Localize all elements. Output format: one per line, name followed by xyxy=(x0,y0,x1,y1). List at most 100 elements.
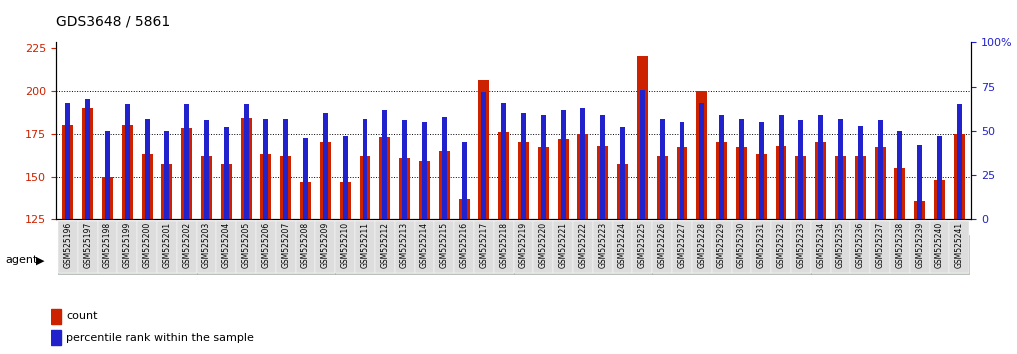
Text: GSM525220: GSM525220 xyxy=(539,222,548,268)
Bar xyxy=(419,161,430,354)
Text: GSM525211: GSM525211 xyxy=(360,222,369,268)
Bar xyxy=(102,177,113,354)
Bar xyxy=(660,119,665,219)
Text: stearic acid: stearic acid xyxy=(857,248,922,258)
Text: GSM525239: GSM525239 xyxy=(915,222,924,268)
Text: percentile rank within the sample: percentile rank within the sample xyxy=(66,332,254,343)
Bar xyxy=(260,154,272,354)
Bar xyxy=(798,120,803,219)
Bar xyxy=(340,182,351,354)
Bar xyxy=(700,103,705,219)
Text: ▶: ▶ xyxy=(36,255,44,265)
Bar xyxy=(51,330,61,345)
Bar xyxy=(323,113,327,219)
Text: GSM525209: GSM525209 xyxy=(321,222,330,268)
Bar xyxy=(697,91,707,354)
Bar xyxy=(878,120,883,219)
Bar xyxy=(85,99,91,219)
Bar xyxy=(263,119,268,219)
Bar xyxy=(756,154,767,354)
Bar xyxy=(779,115,783,219)
Text: GSM525200: GSM525200 xyxy=(142,222,152,268)
FancyBboxPatch shape xyxy=(336,235,514,274)
Bar xyxy=(181,129,192,354)
Text: GSM525207: GSM525207 xyxy=(282,222,290,268)
Text: GSM525227: GSM525227 xyxy=(677,222,686,268)
Bar xyxy=(637,56,648,354)
FancyBboxPatch shape xyxy=(791,221,811,273)
FancyBboxPatch shape xyxy=(196,235,336,274)
Bar xyxy=(538,147,549,354)
Bar xyxy=(141,154,153,354)
Bar xyxy=(244,104,248,219)
Bar xyxy=(578,133,589,354)
FancyBboxPatch shape xyxy=(731,221,752,273)
Text: GSM525226: GSM525226 xyxy=(658,222,667,268)
Text: GSM525224: GSM525224 xyxy=(618,222,627,268)
Text: GSM525216: GSM525216 xyxy=(460,222,469,268)
Text: GSM525233: GSM525233 xyxy=(796,222,805,268)
Text: GSM525210: GSM525210 xyxy=(341,222,350,268)
Bar xyxy=(557,139,569,354)
Bar xyxy=(640,90,645,219)
Bar xyxy=(422,122,427,219)
Text: GSM525235: GSM525235 xyxy=(836,222,845,268)
Bar xyxy=(62,125,73,354)
Bar xyxy=(501,103,506,219)
Text: oleic acid: oleic acid xyxy=(556,248,609,258)
FancyBboxPatch shape xyxy=(98,221,117,273)
Bar xyxy=(162,165,172,354)
Text: GSM525217: GSM525217 xyxy=(479,222,488,268)
Bar xyxy=(521,113,526,219)
Bar xyxy=(462,142,467,219)
Bar xyxy=(122,125,132,354)
Bar xyxy=(320,142,331,354)
Text: GSM525219: GSM525219 xyxy=(519,222,528,268)
Bar xyxy=(125,104,130,219)
Bar xyxy=(82,108,94,354)
FancyBboxPatch shape xyxy=(217,221,236,273)
FancyBboxPatch shape xyxy=(752,221,771,273)
Bar xyxy=(402,120,407,219)
Bar xyxy=(776,145,786,354)
FancyBboxPatch shape xyxy=(930,221,950,273)
Text: GSM525203: GSM525203 xyxy=(202,222,211,268)
Text: GSM525223: GSM525223 xyxy=(598,222,607,268)
Bar xyxy=(241,118,251,354)
FancyBboxPatch shape xyxy=(533,221,553,273)
Bar xyxy=(835,156,846,354)
Text: GSM525222: GSM525222 xyxy=(579,222,588,268)
Text: agent: agent xyxy=(5,255,38,265)
Bar xyxy=(957,104,962,219)
FancyBboxPatch shape xyxy=(157,221,177,273)
Text: GSM525240: GSM525240 xyxy=(935,222,944,268)
Bar xyxy=(838,119,843,219)
Bar xyxy=(105,131,110,219)
Text: GSM525231: GSM525231 xyxy=(757,222,766,268)
FancyBboxPatch shape xyxy=(910,221,930,273)
Bar xyxy=(719,115,724,219)
Text: GSM525241: GSM525241 xyxy=(955,222,964,268)
FancyBboxPatch shape xyxy=(77,221,98,273)
Text: GSM525202: GSM525202 xyxy=(182,222,191,268)
Bar xyxy=(895,168,905,354)
Bar xyxy=(617,165,629,354)
Bar xyxy=(382,110,387,219)
FancyBboxPatch shape xyxy=(474,221,494,273)
Bar xyxy=(897,131,902,219)
Bar xyxy=(679,122,684,219)
Text: GSM525238: GSM525238 xyxy=(895,222,904,268)
FancyBboxPatch shape xyxy=(811,235,969,274)
FancyBboxPatch shape xyxy=(593,221,612,273)
Bar xyxy=(441,117,446,219)
Text: GSM525215: GSM525215 xyxy=(439,222,448,268)
FancyBboxPatch shape xyxy=(871,221,890,273)
FancyBboxPatch shape xyxy=(831,221,850,273)
Text: GSM525237: GSM525237 xyxy=(876,222,885,268)
Text: GSM525225: GSM525225 xyxy=(638,222,647,268)
FancyBboxPatch shape xyxy=(514,235,652,274)
Text: GSM525196: GSM525196 xyxy=(63,222,72,268)
Text: GSM525206: GSM525206 xyxy=(261,222,271,268)
FancyBboxPatch shape xyxy=(712,221,731,273)
Bar xyxy=(816,142,826,354)
